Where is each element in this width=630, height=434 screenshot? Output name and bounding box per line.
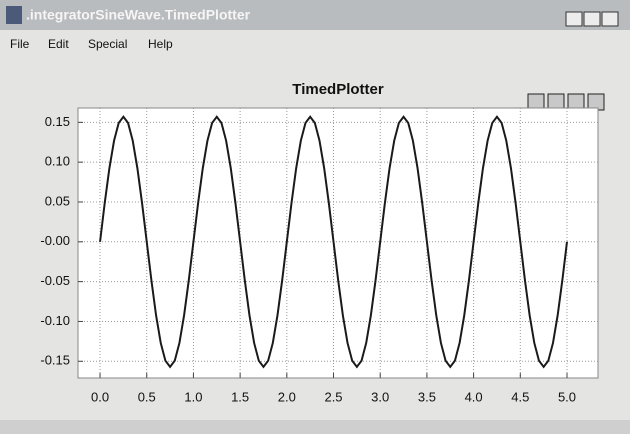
y-tick-label: -0.10	[40, 313, 70, 328]
x-tick-label: 1.5	[231, 389, 249, 404]
x-tick-label: 0.5	[138, 389, 156, 404]
close-button[interactable]	[601, 11, 619, 27]
x-tick-label: 1.0	[184, 389, 202, 404]
app-icon	[6, 6, 22, 24]
menu-item[interactable]: File	[10, 37, 30, 51]
chart-title: TimedPlotter	[292, 81, 384, 98]
plot-area	[77, 107, 599, 379]
status-strip	[0, 420, 630, 434]
x-tick-label: 5.0	[558, 389, 576, 404]
y-tick-label: 0.10	[45, 154, 70, 169]
x-tick-label: 2.5	[324, 389, 342, 404]
x-tick-label: 3.0	[371, 389, 389, 404]
menu-item[interactable]: Help	[148, 37, 173, 51]
menu-item[interactable]: Edit	[48, 37, 69, 51]
maximize-button[interactable]	[583, 11, 601, 27]
x-tick-label: 0.0	[91, 389, 109, 404]
menu-item[interactable]: Special	[88, 37, 127, 51]
minimize-button[interactable]	[565, 11, 583, 27]
menu-bar: File Edit Special Help	[10, 37, 173, 51]
x-tick-label: 2.0	[278, 389, 296, 404]
title-bar	[0, 0, 630, 30]
window-title: .integratorSineWave.TimedPlotter	[26, 7, 251, 23]
y-tick-label: -0.00	[40, 233, 70, 248]
y-tick-label: -0.05	[40, 273, 70, 288]
y-tick-label: 0.15	[45, 114, 70, 129]
x-tick-label: 3.5	[418, 389, 436, 404]
series-line	[99, 115, 568, 369]
y-tick-label: 0.05	[45, 193, 70, 208]
x-tick-label: 4.5	[511, 389, 529, 404]
x-tick-label: 4.0	[465, 389, 483, 404]
y-tick-label: -0.15	[40, 353, 70, 368]
